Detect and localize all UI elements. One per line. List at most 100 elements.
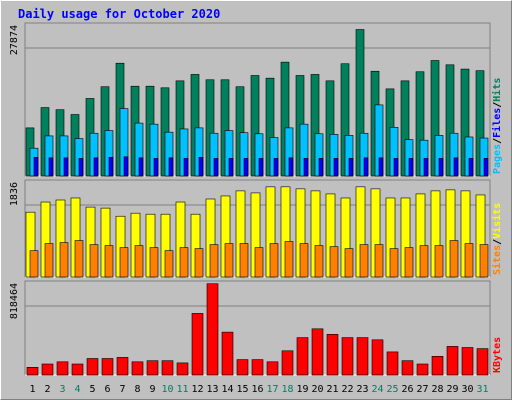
pages-bar xyxy=(333,158,339,177)
day-label: 27 xyxy=(416,384,428,395)
legend-kbytes: KBytes xyxy=(492,337,503,373)
pages-bar xyxy=(363,157,369,177)
sites-bar xyxy=(254,247,264,278)
day-label: 1 xyxy=(29,384,35,395)
kbytes-bar xyxy=(41,363,54,376)
kbytes-bar xyxy=(191,313,204,376)
kbytes-bar xyxy=(311,328,324,376)
day-label: 4 xyxy=(74,384,80,395)
day-label: 15 xyxy=(236,384,248,395)
pages-bar xyxy=(258,158,264,177)
sites-bar xyxy=(59,242,69,278)
kbytes-bar xyxy=(206,283,219,376)
kbytes-bar xyxy=(161,360,174,376)
pages-bar xyxy=(408,158,414,177)
day-label: 25 xyxy=(386,384,398,395)
kbytes-bar xyxy=(26,367,39,376)
pages-bar xyxy=(453,157,459,177)
chart-marks xyxy=(25,29,489,376)
day-label: 18 xyxy=(281,384,293,395)
legend-item-kbytes: KBytes xyxy=(492,337,503,373)
legend-item-files: Files xyxy=(491,108,503,138)
kbytes-bar xyxy=(416,363,429,376)
day-label: 13 xyxy=(206,384,218,395)
kbytes-bar xyxy=(56,361,69,376)
day-label: 14 xyxy=(221,384,233,395)
sites-bar xyxy=(89,244,99,278)
kbytes-bar xyxy=(461,347,474,376)
sites-bar xyxy=(389,248,399,278)
sites-bar xyxy=(164,250,174,278)
sites-bar xyxy=(194,248,204,278)
legend-item-hits: Hits xyxy=(491,78,503,102)
day-label: 7 xyxy=(119,384,125,395)
kbytes-bar xyxy=(236,359,249,376)
day-label: 16 xyxy=(251,384,263,395)
sites-bar xyxy=(434,245,444,278)
pages-bar xyxy=(33,156,39,177)
legend-visits-sites: Sites/Visits xyxy=(491,203,503,275)
pages-bar xyxy=(183,158,189,177)
sites-bar xyxy=(359,244,369,278)
sites-bar xyxy=(44,243,54,278)
kbytes-bar xyxy=(86,358,99,376)
pages-bar xyxy=(273,158,279,177)
day-label: 31 xyxy=(476,384,488,395)
kbytes-bar xyxy=(266,361,279,376)
day-label: 2 xyxy=(44,384,50,395)
day-label: 12 xyxy=(191,384,203,395)
pages-bar xyxy=(228,158,234,177)
sites-bar xyxy=(344,248,354,278)
legend-separator: / xyxy=(492,138,503,144)
pages-bar xyxy=(93,157,99,177)
sites-bar xyxy=(119,247,129,278)
axis-max-label: 1836 xyxy=(9,182,20,206)
day-label: 9 xyxy=(149,384,155,395)
day-label: 19 xyxy=(296,384,308,395)
kbytes-bar xyxy=(281,350,294,376)
day-label: 10 xyxy=(161,384,173,395)
sites-bar xyxy=(284,241,294,278)
legend-item-pages: Pages xyxy=(492,144,503,174)
sites-bar xyxy=(404,247,414,278)
sites-bar xyxy=(449,240,459,278)
kbytes-bar xyxy=(296,337,309,376)
sites-bar xyxy=(224,243,234,278)
kbytes-bar xyxy=(176,362,189,376)
pages-bar xyxy=(348,158,354,177)
chart-labels: 278741836818464Pages/Files/HitsSites/Vis… xyxy=(9,25,503,395)
legend-item-sites: Sites xyxy=(491,245,503,275)
sites-bar xyxy=(179,247,189,278)
sites-bar xyxy=(149,247,159,278)
day-label: 21 xyxy=(326,384,338,395)
legend-separator: / xyxy=(492,102,503,108)
legend-item-visits: Visits xyxy=(491,203,503,239)
sites-bar xyxy=(314,245,324,278)
day-label: 11 xyxy=(176,384,188,395)
sites-bar xyxy=(479,244,489,278)
kbytes-bar xyxy=(326,334,339,376)
pages-bar xyxy=(468,158,474,177)
sites-bar xyxy=(419,245,429,278)
pages-bar xyxy=(198,156,204,177)
day-label: 23 xyxy=(356,384,368,395)
sites-bar xyxy=(134,245,144,278)
day-label: 30 xyxy=(461,384,473,395)
kbytes-bar xyxy=(71,363,84,376)
pages-bar xyxy=(138,157,144,177)
kbytes-bar xyxy=(341,337,354,376)
kbytes-bar xyxy=(251,359,264,376)
day-label: 28 xyxy=(431,384,443,395)
pages-bar xyxy=(63,157,69,177)
pages-bar xyxy=(378,157,384,177)
sites-bar xyxy=(104,245,114,278)
day-label: 5 xyxy=(89,384,95,395)
day-label: 22 xyxy=(341,384,353,395)
chart-title: Daily usage for October 2020 xyxy=(18,7,221,21)
pages-bar xyxy=(153,158,159,177)
kbytes-bar xyxy=(386,351,399,376)
legend-separator: / xyxy=(492,239,503,245)
kbytes-bar xyxy=(371,339,384,376)
sites-bar xyxy=(329,246,339,278)
